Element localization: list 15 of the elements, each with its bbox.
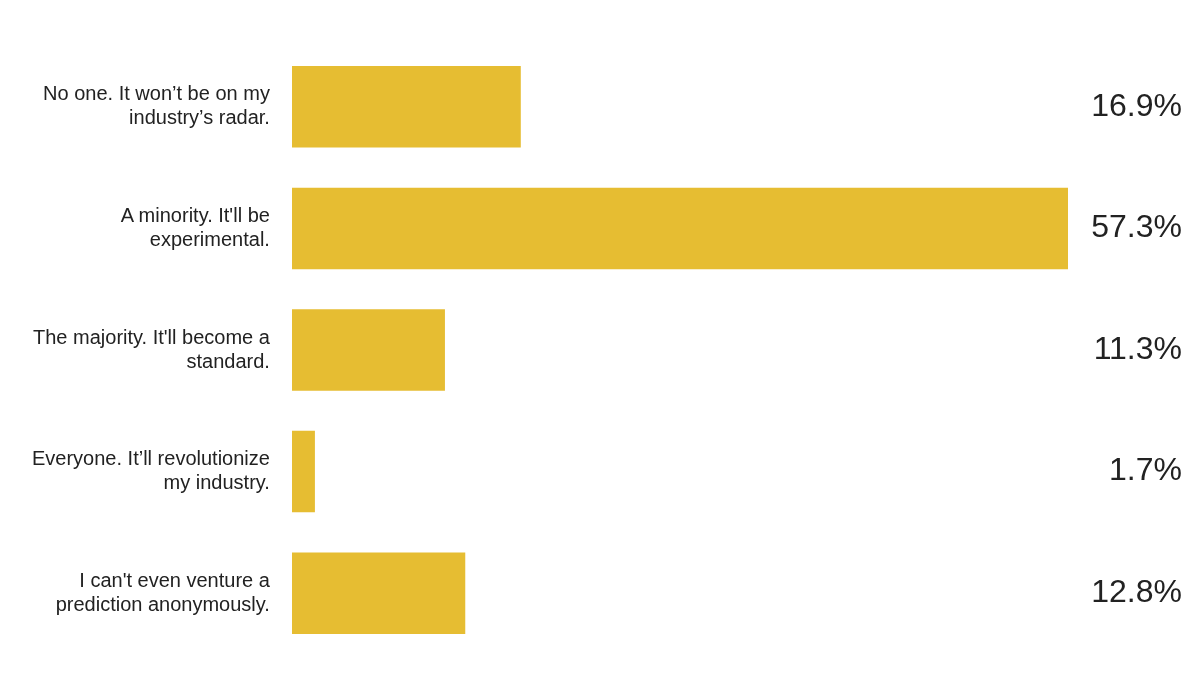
y-tick-label: The majority. It'll become a standard.	[33, 325, 271, 372]
bar	[291, 66, 521, 148]
bar	[291, 187, 1068, 270]
y-tick-label: I can't even venture a prediction anonymously.	[55, 568, 271, 615]
data-label: 1.7%	[1109, 451, 1182, 488]
bar	[291, 552, 466, 634]
y-tick-label: Everyone. It’ll revolutionize my industry.	[32, 447, 270, 494]
bar	[291, 309, 445, 391]
bar	[291, 430, 315, 513]
y-tick-label: No one. It won’t be on my industry’s radar.	[43, 82, 270, 129]
data-label: 12.8%	[1091, 573, 1182, 610]
data-label: 11.3%	[1093, 329, 1182, 366]
y-tick-label: A minority. It'll be experimental.	[120, 203, 270, 250]
data-label: 16.9%	[1091, 86, 1182, 123]
data-label: 57.3%	[1091, 208, 1182, 245]
